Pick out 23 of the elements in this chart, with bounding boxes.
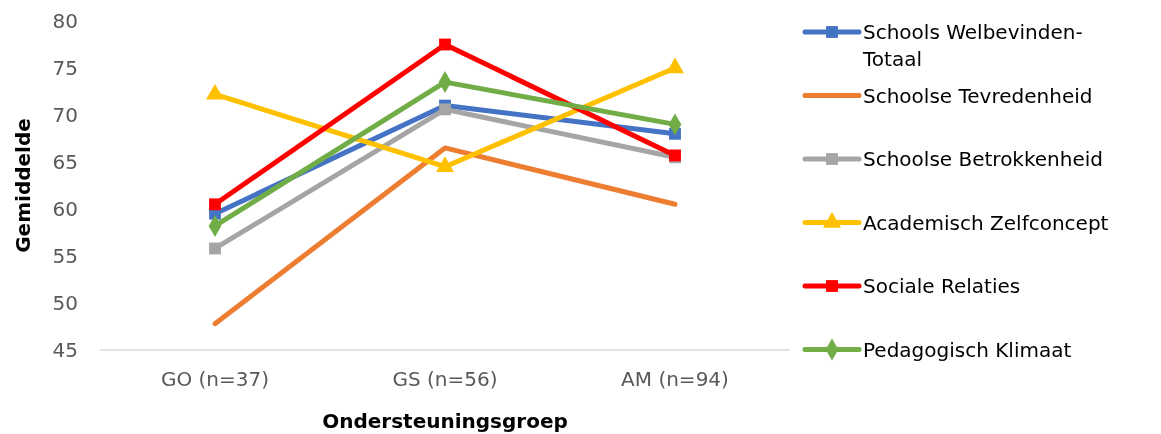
legend-label: Academisch Zelfconcept <box>863 210 1109 235</box>
y-tick-label: 55 <box>52 244 78 268</box>
x-tick-label: GS (n=56) <box>392 367 498 391</box>
y-tick-label: 80 <box>52 9 78 33</box>
legend-label: Schoolse Betrokkenheid <box>863 147 1104 171</box>
point <box>439 38 451 51</box>
y-tick-label: 45 <box>52 338 78 362</box>
y-tick-label: 70 <box>52 103 78 127</box>
y-tick-label: 65 <box>52 150 78 174</box>
point <box>439 103 451 116</box>
legend-label: Pedagogisch Klimaat <box>863 337 1072 362</box>
legend-label: Schoolse Tevredenheid <box>863 83 1093 108</box>
x-tick-label: GO (n=37) <box>160 367 270 391</box>
legend-label: Sociale Relaties <box>863 274 1021 298</box>
y-tick-label: 60 <box>52 197 78 221</box>
y-tick-label: 50 <box>52 291 78 315</box>
legend-label: Schools Welbevinden-Totaal <box>862 20 1083 71</box>
y-tick-label: 75 <box>52 56 78 80</box>
x-tick-label: AM (n=94) <box>621 367 729 391</box>
point <box>209 242 221 255</box>
y-axis-title: Gemiddelde <box>11 118 35 253</box>
point <box>209 198 221 211</box>
x-axis-title: Ondersteuningsgroep <box>322 409 568 433</box>
